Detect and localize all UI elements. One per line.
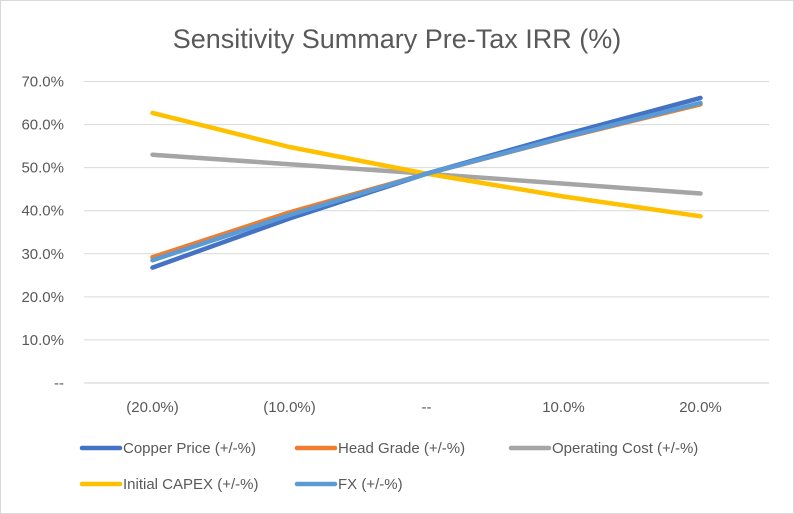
y-tick-label: 10.0% xyxy=(21,332,64,349)
y-tick-label: 30.0% xyxy=(21,246,64,263)
x-tick-label: 20.0% xyxy=(679,399,722,416)
x-tick-label: 10.0% xyxy=(542,399,585,416)
chart-title: Sensitivity Summary Pre-Tax IRR (%) xyxy=(173,24,622,54)
legend: Copper Price (+/-%) Head Grade (+/-%) Oper… xyxy=(79,440,698,493)
y-tick-label: 70.0% xyxy=(21,74,64,91)
y-tick-label: 40.0% xyxy=(21,203,64,220)
y-tick-label: -- xyxy=(54,375,64,392)
legend-label: FX (+/-%) xyxy=(338,476,403,493)
y-tick-label: 50.0% xyxy=(21,160,64,177)
y-tick-label: 20.0% xyxy=(21,289,64,306)
legend-label: Operating Cost (+/-%) xyxy=(552,440,698,457)
y-axis-tick-labels: -- 10.0% 20.0% 30.0% 40.0% 50.0% 60.0% 70.0% xyxy=(21,74,64,393)
gridlines xyxy=(84,81,769,384)
series-line-4 xyxy=(150,100,703,263)
x-tick-label: -- xyxy=(422,399,432,416)
x-tick-label: (10.0%) xyxy=(263,399,316,416)
legend-label: Head Grade (+/-%) xyxy=(338,440,465,457)
legend-label: Initial CAPEX (+/-%) xyxy=(123,476,258,493)
series-line-3 xyxy=(150,110,703,219)
x-axis-tick-labels: (20.0%) (10.0%) -- 10.0% 20.0% xyxy=(126,399,722,416)
x-tick-label: (20.0%) xyxy=(126,399,179,416)
y-tick-label: 60.0% xyxy=(21,117,64,134)
legend-label: Copper Price (+/-%) xyxy=(123,440,256,457)
series-lines xyxy=(150,95,703,270)
